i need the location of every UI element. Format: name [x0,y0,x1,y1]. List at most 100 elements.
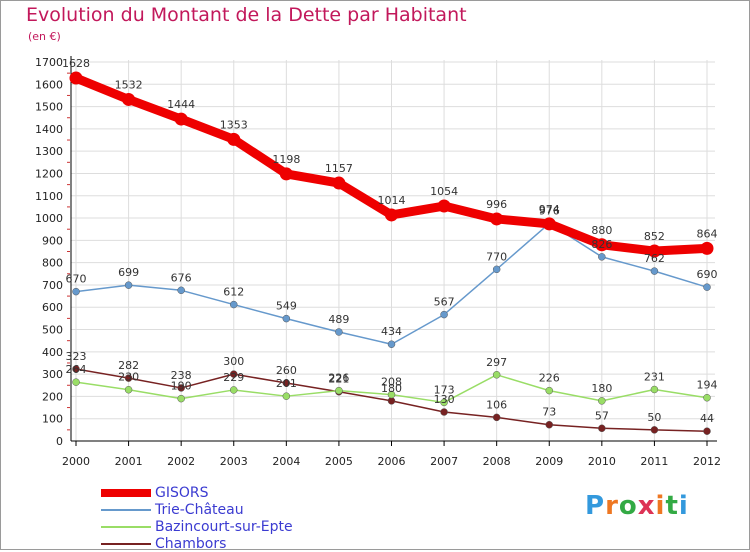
data-point [387,390,396,399]
data-label: 297 [486,356,507,369]
y-tick-label: 900 [42,234,63,247]
y-tick-label: 1000 [35,212,63,225]
y-tick-label: 400 [42,346,63,359]
data-point [227,132,241,146]
legend-swatch [101,508,151,511]
data-label: 264 [66,363,87,376]
data-label: 180 [381,382,402,395]
data-point [230,370,238,378]
data-label: 974 [539,203,560,216]
data-labels: 1628 1532 1444 1353 1198 1157 1014 1054 996 974 88… [62,57,718,425]
data-point [650,426,659,434]
y-tick-label: 200 [42,390,63,403]
data-point [598,397,606,405]
data-point [437,199,451,213]
data-label: 670 [66,273,87,286]
data-point [440,310,448,319]
data-label: 1628 [62,57,90,70]
data-point [545,386,553,395]
data-point [122,92,136,106]
data-point [279,167,293,181]
data-point [703,427,711,435]
data-label: 1198 [272,153,300,166]
series-lines [69,71,714,435]
data-label: 50 [647,411,661,424]
y-tick-label: 1300 [35,145,63,158]
data-point [332,176,346,190]
data-label: 73 [542,406,556,419]
x-tick-label: 2003 [220,455,248,468]
y-tick-label: 300 [42,368,63,381]
data-point [595,238,609,252]
data-label: 852 [644,230,665,243]
y-tick-label: 1700 [35,56,63,69]
legend-item: GISORS [101,484,293,501]
data-point [440,408,448,416]
data-label: 282 [118,359,139,372]
x-tick-label: 2005 [325,455,353,468]
data-label: 1054 [430,185,458,198]
legend-swatch [101,542,151,545]
data-point [387,397,396,405]
data-label: 880 [591,224,612,237]
data-point [177,394,185,403]
data-point [282,392,291,400]
data-label: 567 [434,296,455,309]
data-point [177,286,185,295]
data-point [124,385,133,394]
y-tick-label: 0 [56,435,63,448]
data-point [282,314,291,323]
data-label: 201 [276,377,297,390]
data-point [174,112,188,126]
y-tick-label: 1400 [35,123,63,136]
data-label: 770 [486,250,507,263]
y-tick-label: 500 [42,324,63,337]
data-label: 173 [434,383,455,396]
data-label: 57 [595,409,609,422]
data-point [335,386,343,395]
data-label: 1353 [220,118,248,131]
data-label: 549 [276,300,297,313]
legend-label: Bazincourt-sur-Epte [155,518,293,535]
data-label: 826 [591,238,612,251]
data-point [492,265,501,274]
y-tick-label: 800 [42,257,63,270]
data-label: 229 [223,371,244,384]
data-label: 230 [118,371,139,384]
x-tick-label: 2011 [640,455,668,468]
data-point [387,340,396,348]
proxiti-logo: Proxiti [585,491,689,521]
data-point [650,267,659,275]
legend-swatch [101,525,151,528]
data-label: 323 [66,350,87,363]
data-label: 489 [328,313,349,326]
y-tick-label: 1100 [35,190,63,203]
x-tick-label: 2004 [272,455,300,468]
data-point [72,365,80,373]
data-point [492,371,501,379]
y-tick-label: 700 [42,279,63,292]
data-label: 194 [697,379,718,392]
data-label: 864 [697,227,718,240]
data-point [492,413,501,422]
data-label: 434 [381,325,402,338]
y-tick-label: 1600 [35,78,63,91]
data-label: 180 [591,382,612,395]
data-label: 231 [644,371,665,384]
data-point [177,384,185,392]
legend: GISORS Trie-Château Bazincourt-sur-Epte Cha… [101,484,293,552]
legend-label: Chambors [155,535,227,552]
legend-label: Trie-Château [155,501,244,518]
data-label: 1014 [378,194,406,207]
x-tick-label: 2001 [115,455,143,468]
data-point [282,379,291,387]
x-tick-label: 2010 [588,455,616,468]
data-label: 676 [171,271,192,284]
data-point [440,398,448,407]
y-tick-label: 600 [42,301,63,314]
x-tick-label: 2006 [378,455,406,468]
data-point [72,287,80,296]
y-tick-label: 1500 [35,101,63,114]
x-tick-label: 2008 [483,455,511,468]
